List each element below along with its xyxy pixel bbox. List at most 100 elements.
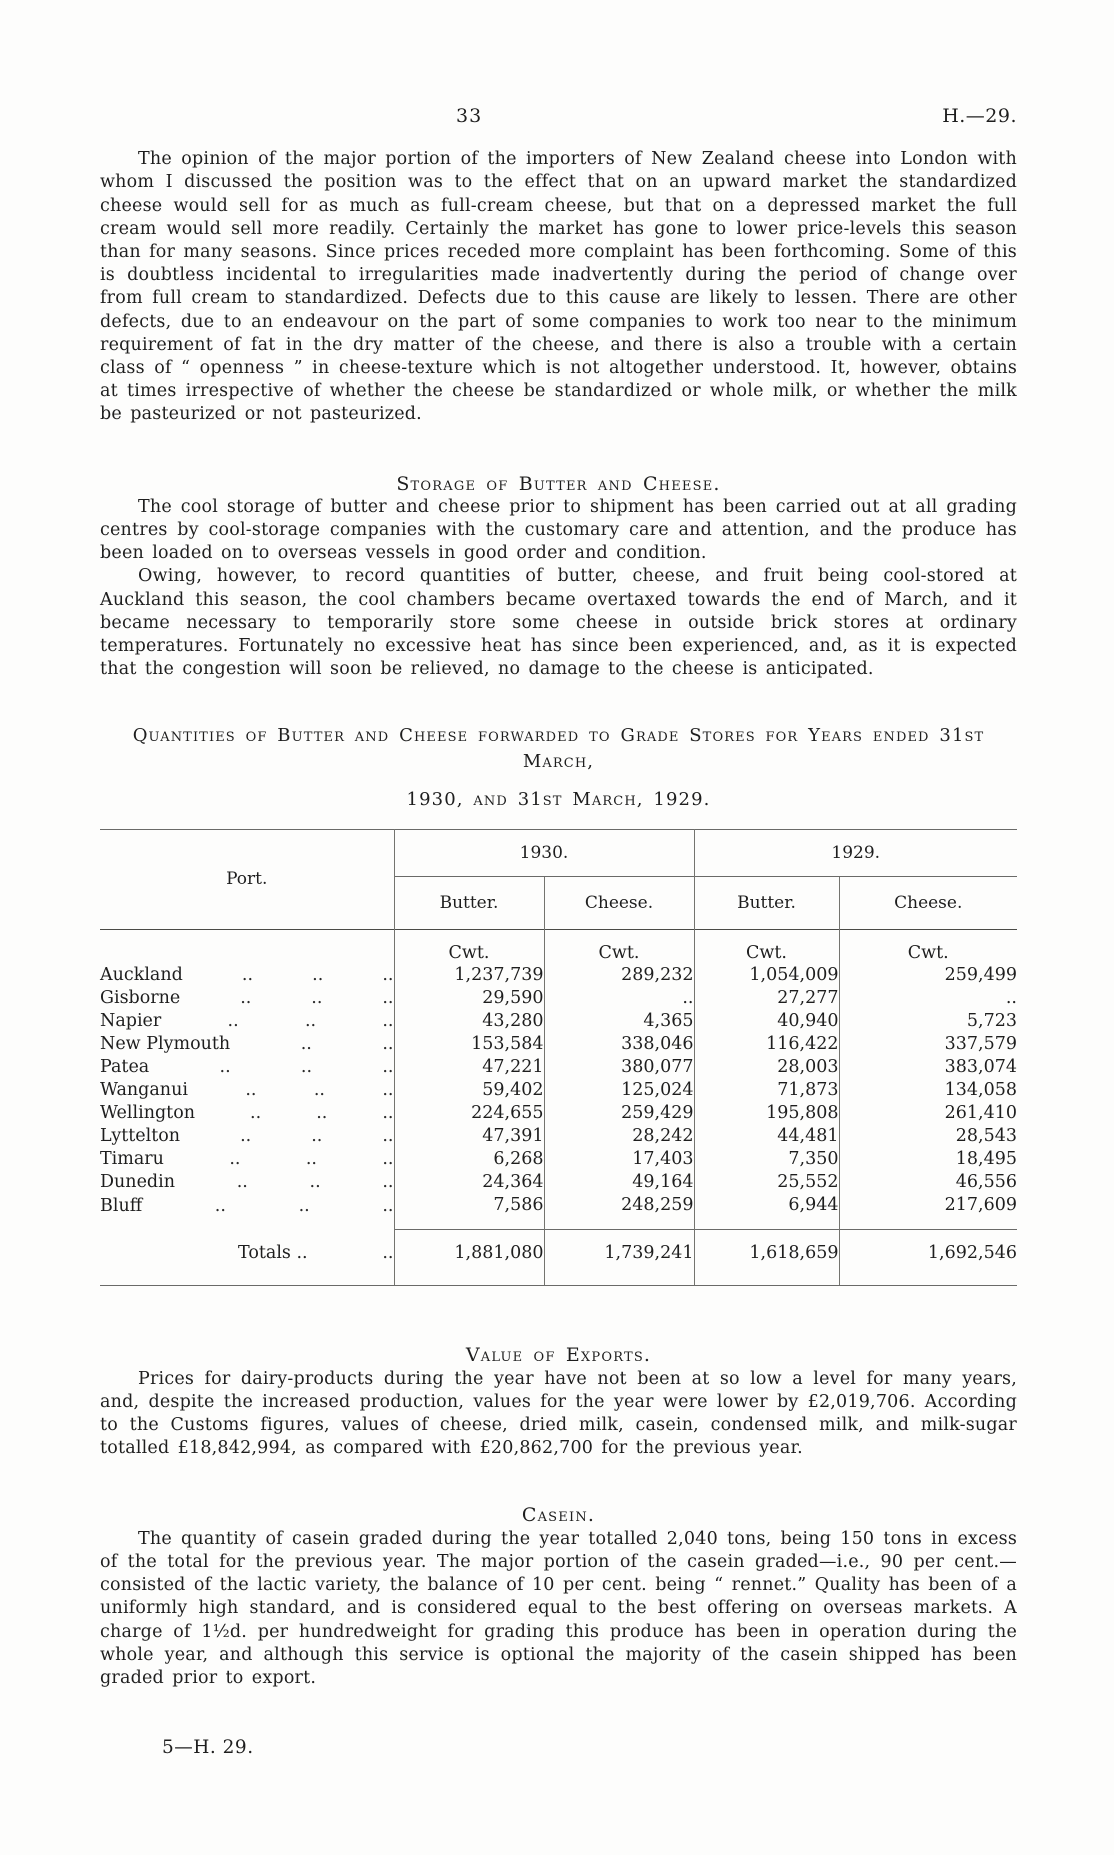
value-cell: 1,054,009: [693, 964, 839, 988]
dot-leader: ..: [236, 1172, 248, 1193]
port-cell: New Plymouth....: [100, 1033, 394, 1056]
value-cell: 6,268: [393, 1148, 544, 1172]
table-row-auckland: Auckland...... 1,237,739 289,232 1,054,0…: [100, 964, 1017, 988]
dot-leader: ..: [241, 965, 254, 986]
year-1929-header: 1929.: [693, 829, 1017, 877]
port-name: New Plymouth: [100, 1034, 231, 1055]
storage-paragraph-2: Owing, however, to record quantities of …: [100, 566, 1017, 680]
totals-value-cell: 1,618,659: [693, 1229, 839, 1287]
value-cell: 224,655: [393, 1102, 544, 1126]
dot-leader: ..: [382, 1126, 394, 1147]
value-cell: 259,429: [543, 1102, 694, 1126]
value-cell: 29,590: [393, 987, 544, 1011]
dot-leader: ..: [382, 965, 394, 986]
dot-leader: ..: [382, 988, 394, 1009]
value-cell: 44,481: [693, 1125, 839, 1149]
port-name: Lyttelton: [100, 1126, 181, 1147]
value-cell: 116,422: [693, 1033, 839, 1057]
dot-leader: ..: [316, 1103, 328, 1124]
table-row-lyttelton: Lyttelton...... 47,391 28,242 44,481 28,…: [100, 1125, 1017, 1149]
port-name: Timaru: [100, 1149, 164, 1170]
value-cell: 46,556: [838, 1171, 1017, 1195]
dot-leader: ..: [312, 965, 324, 986]
cheese-1930-header: Cheese.: [543, 876, 694, 930]
casein-paragraph: The quantity of casein graded during the…: [100, 1528, 1017, 1688]
dot-leader: ..: [219, 1057, 231, 1078]
dot-leader: ..: [382, 1057, 394, 1078]
port-name: Patea: [100, 1057, 150, 1078]
page-header: 33 H.—29.: [100, 105, 1017, 128]
port-cell: Bluff......: [100, 1194, 394, 1230]
totals-value-cell: 1,739,241: [543, 1229, 694, 1287]
value-cell: 261,410: [838, 1102, 1017, 1126]
intro-paragraph: The opinion of the major portion of the …: [100, 149, 1017, 425]
value-cell: 24,364: [393, 1171, 544, 1195]
port-name: Gisborne: [100, 988, 181, 1009]
table-row-patea: Patea...... 47,221 380,077 28,003 383,07…: [100, 1056, 1017, 1080]
unit-label: Cwt.: [393, 929, 544, 965]
port-cell: Lyttelton......: [100, 1125, 394, 1148]
dot-leader: ..: [382, 1080, 394, 1101]
table-row-timaru: Timaru...... 6,268 17,403 7,350 18,495: [100, 1148, 1017, 1172]
value-cell: 153,584: [393, 1033, 544, 1057]
dot-leader: ..: [240, 988, 252, 1009]
value-cell: 248,259: [543, 1194, 694, 1230]
casein-section-heading: Casein.: [521, 1504, 596, 1527]
unit-row: Cwt. Cwt. Cwt. Cwt.: [100, 929, 1017, 965]
table-row-dunedin: Dunedin...... 24,364 49,164 25,552 46,55…: [100, 1171, 1017, 1195]
port-name: Napier: [100, 1011, 162, 1032]
dot-leader: ..: [229, 1149, 241, 1170]
table-row-wellington: Wellington...... 224,655 259,429 195,808…: [100, 1102, 1017, 1126]
value-cell: 28,543: [838, 1125, 1017, 1149]
port-cell: Gisborne......: [100, 987, 394, 1010]
dot-leader: ..: [300, 1034, 312, 1055]
port-name: Auckland: [100, 965, 183, 986]
dot-leader: ..: [300, 1057, 313, 1078]
dot-leader: ..: [313, 1080, 325, 1101]
table-title-line1: Quantities of Butter and Cheese forwarde…: [132, 725, 985, 773]
value-cell: 4,365: [543, 1010, 694, 1034]
value-cell: 380,077: [543, 1056, 694, 1080]
port-cell: Dunedin......: [100, 1171, 394, 1194]
port-column-header: Port.: [100, 829, 395, 930]
value-cell: 71,873: [693, 1079, 839, 1103]
value-cell: 49,164: [543, 1171, 694, 1195]
dot-leader: ..: [311, 1126, 323, 1147]
value-cell: 7,350: [693, 1148, 839, 1172]
exports-section-heading: Value of Exports.: [465, 1344, 652, 1367]
dot-leader: ..: [304, 1011, 317, 1032]
port-cell: Patea......: [100, 1056, 394, 1079]
port-cell: Wellington......: [100, 1102, 394, 1125]
dot-leader: ..: [382, 1195, 394, 1216]
page-number: 33: [456, 105, 483, 127]
value-cell: 289,232: [543, 964, 694, 988]
unit-label: Cwt.: [543, 929, 694, 965]
value-cell: 1,237,739: [393, 964, 544, 988]
port-cell: Wanganui......: [100, 1079, 394, 1102]
dot-leader: ..: [311, 988, 323, 1009]
table-year-header-row: Port. 1930. 1929.: [100, 829, 1017, 930]
dot-leader: ..: [382, 1011, 394, 1032]
dot-leader: ..: [298, 1195, 310, 1216]
value-cell: 5,723: [838, 1010, 1017, 1034]
totals-label: Totals ..: [238, 1243, 308, 1264]
table-row-new-plymouth: New Plymouth.... 153,584 338,046 116,422…: [100, 1033, 1017, 1057]
value-cell: 337,579: [838, 1033, 1017, 1057]
unit-label: Cwt.: [838, 929, 1017, 965]
butter-1930-header: Butter.: [393, 876, 544, 930]
value-cell: 17,403: [543, 1148, 694, 1172]
port-name: Bluff: [100, 1195, 143, 1216]
totals-value-cell: 1,692,546: [838, 1229, 1017, 1287]
table-row-gisborne: Gisborne...... 29,590 .. 27,277 ..: [100, 987, 1017, 1011]
value-cell: 40,940: [693, 1010, 839, 1034]
value-cell: 125,024: [543, 1079, 694, 1103]
value-cell: ..: [543, 987, 694, 1011]
cheese-1929-header: Cheese.: [838, 876, 1017, 930]
dot-leader: ..: [240, 1126, 252, 1147]
dot-leader: ..: [245, 1080, 257, 1101]
port-cell: Napier......: [100, 1010, 394, 1033]
value-cell: 28,003: [693, 1056, 839, 1080]
dot-leader: ..: [382, 1149, 394, 1170]
value-cell: 195,808: [693, 1102, 839, 1126]
value-cell: 47,221: [393, 1056, 544, 1080]
